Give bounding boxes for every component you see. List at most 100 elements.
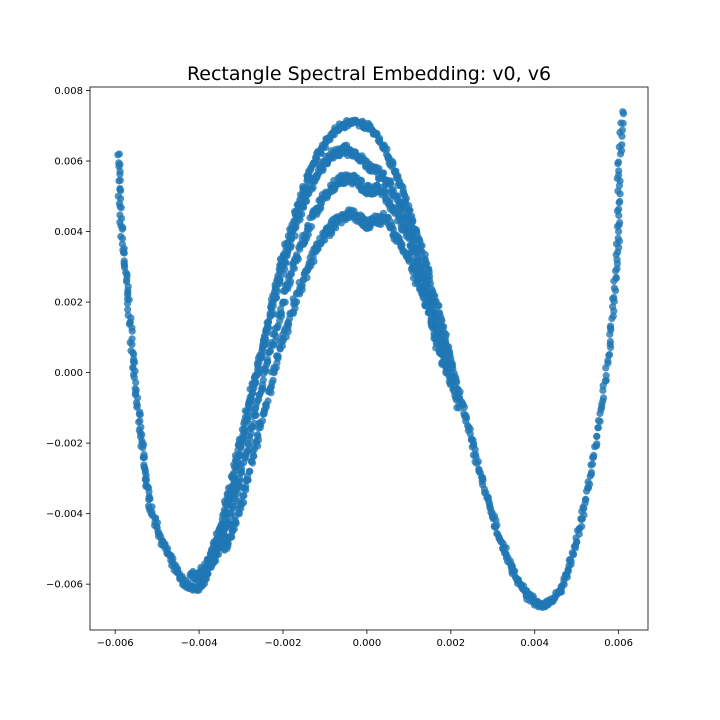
data-point [383, 190, 391, 198]
data-point [250, 419, 258, 427]
data-point [251, 409, 259, 417]
data-point [616, 219, 624, 227]
data-point [386, 179, 394, 187]
y-tick-label: 0.002 [54, 298, 83, 309]
y-tick-label: 0.004 [54, 227, 83, 238]
x-tick-label: −0.006 [97, 638, 134, 649]
data-point [264, 319, 272, 327]
y-tick-label: 0.008 [54, 86, 83, 97]
data-point [240, 420, 248, 428]
data-point [492, 523, 500, 531]
y-tick-label: 0.006 [54, 157, 83, 168]
data-point [447, 379, 455, 387]
data-point [118, 235, 127, 243]
data-point [304, 230, 312, 239]
data-point [618, 126, 627, 134]
data-point [433, 339, 442, 347]
data-point [297, 283, 305, 291]
data-point [435, 302, 443, 310]
data-point [319, 165, 327, 173]
data-point [420, 295, 429, 303]
data-point [615, 167, 623, 175]
x-tick-label: 0.002 [436, 638, 465, 649]
data-point [229, 526, 237, 534]
data-point [616, 197, 624, 206]
data-point [239, 433, 248, 441]
data-point [614, 187, 622, 195]
data-point [599, 394, 608, 402]
data-point [220, 506, 228, 514]
data-point [228, 533, 236, 541]
data-point [594, 417, 603, 425]
data-point [244, 441, 252, 449]
data-point [414, 275, 422, 284]
data-point [582, 495, 590, 503]
data-point [418, 288, 426, 296]
data-point [266, 347, 274, 355]
data-point [615, 205, 623, 213]
data-point [578, 522, 586, 531]
data-point [391, 204, 399, 212]
data-point [263, 355, 271, 363]
data-point [307, 223, 316, 231]
chart-title: Rectangle Spectral Embedding: v0, v6 [187, 63, 551, 85]
data-point [398, 216, 406, 224]
data-point [254, 368, 262, 376]
data-point [593, 432, 601, 441]
data-point [272, 364, 280, 372]
data-point [129, 357, 137, 366]
data-point [609, 295, 617, 303]
data-point [116, 170, 124, 178]
data-point [612, 274, 620, 282]
x-axis: −0.006 −0.004 −0.002 0.000 0.002 0.004 0.006 [97, 630, 633, 649]
data-point [617, 119, 625, 127]
data-point [429, 324, 437, 332]
data-point [619, 108, 627, 116]
data-point [569, 550, 578, 558]
data-point [438, 358, 446, 366]
data-point [286, 315, 294, 323]
data-point [226, 484, 235, 492]
x-tick-label: −0.002 [264, 638, 301, 649]
data-point [128, 340, 136, 348]
data-point [605, 351, 613, 359]
data-point [389, 225, 397, 233]
data-point [240, 498, 248, 506]
x-tick-label: 0.004 [520, 638, 549, 649]
data-point [224, 539, 232, 547]
data-point [274, 352, 282, 360]
data-point [298, 210, 306, 218]
y-tick-label: −0.006 [46, 580, 83, 591]
data-point [613, 265, 621, 273]
data-point [590, 451, 598, 459]
data-point [267, 389, 275, 397]
data-point [383, 145, 391, 153]
y-tick-label: −0.004 [46, 509, 83, 520]
x-tick-label: 0.000 [353, 638, 382, 649]
data-point [455, 404, 463, 412]
data-point [123, 300, 132, 308]
data-point [225, 493, 233, 502]
data-point [254, 431, 262, 439]
data-point [258, 417, 267, 425]
data-point [148, 503, 156, 511]
data-point [594, 424, 602, 432]
data-point [606, 322, 615, 330]
data-point [241, 413, 249, 421]
data-point [141, 476, 150, 484]
data-point [287, 242, 295, 250]
data-point [580, 505, 588, 513]
data-point [248, 389, 256, 397]
data-point [246, 467, 254, 475]
data-point [247, 396, 255, 404]
data-point [281, 298, 289, 306]
data-point [249, 380, 257, 388]
data-point [587, 468, 596, 476]
data-point [614, 234, 622, 242]
data-point [233, 453, 241, 461]
data-point [303, 274, 311, 282]
data-point [614, 158, 623, 166]
y-tick-label: 0.000 [54, 368, 83, 379]
data-point [117, 187, 125, 195]
data-point [293, 298, 301, 306]
